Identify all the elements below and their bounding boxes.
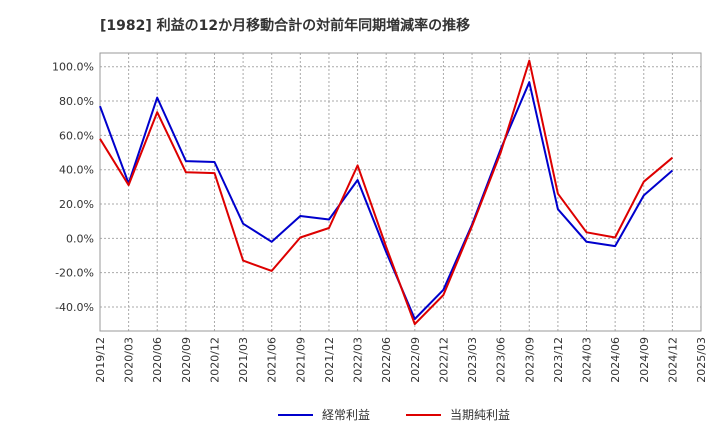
legend: 経常利益 当期純利益 xyxy=(278,408,510,422)
x-tick-label: 2021/09 xyxy=(294,337,307,383)
series-line-1 xyxy=(99,59,674,326)
x-tick-label: 2020/09 xyxy=(180,337,193,383)
x-tick-label: 2023/12 xyxy=(552,337,565,383)
y-tick-label: 60.0% xyxy=(59,129,94,142)
y-tick-label: 40.0% xyxy=(59,164,94,177)
x-tick-label: 2024/09 xyxy=(638,337,651,383)
y-tick-label: -40.0% xyxy=(55,301,94,314)
legend-label-ordinary-profit: 経常利益 xyxy=(322,408,370,422)
x-tick-label: 2024/12 xyxy=(666,337,679,383)
x-tick-label: 2020/03 xyxy=(123,337,136,383)
x-tick-label: 2025/03 xyxy=(695,337,708,383)
x-tick-label: 2021/03 xyxy=(237,337,250,383)
y-axis: 100.0% 80.0% 60.0% 40.0% 20.0% 0.0% -20.0% -40.… xyxy=(52,61,94,314)
y-tick-label: -20.0% xyxy=(55,267,94,280)
x-tick-label: 2022/09 xyxy=(409,337,422,383)
y-tick-label: 0.0% xyxy=(66,232,94,245)
x-tick-label: 2022/12 xyxy=(437,337,450,383)
chart-title: [1982] 利益の12か月移動合計の対前年同期増減率の推移 xyxy=(100,17,470,34)
x-tick-label: 2023/03 xyxy=(466,337,479,383)
legend-label-net-income: 当期純利益 xyxy=(450,408,510,422)
x-tick-label: 2023/06 xyxy=(495,337,508,383)
y-tick-label: 100.0% xyxy=(52,61,94,74)
x-tick-label: 2024/03 xyxy=(581,337,594,383)
x-tick-label: 2023/09 xyxy=(523,337,536,383)
x-tick-label: 2024/06 xyxy=(609,337,622,383)
x-tick-label: 2022/06 xyxy=(380,337,393,383)
x-tick-label: 2019/12 xyxy=(94,337,107,383)
x-tick-label: 2020/12 xyxy=(208,337,221,383)
y-tick-label: 80.0% xyxy=(59,95,94,108)
y-tick-label: 20.0% xyxy=(59,198,94,211)
x-tick-label: 2021/06 xyxy=(266,337,279,383)
series-line-0 xyxy=(99,81,674,320)
series-lines xyxy=(99,59,674,326)
x-tick-label: 2020/06 xyxy=(151,337,164,383)
x-axis: 2019/12 2020/03 2020/06 2020/09 2020/12 2021/… xyxy=(94,337,708,383)
x-tick-label: 2021/12 xyxy=(323,337,336,383)
plot-frame xyxy=(99,52,702,332)
grid xyxy=(99,53,702,331)
x-tick-label: 2022/03 xyxy=(352,337,365,383)
